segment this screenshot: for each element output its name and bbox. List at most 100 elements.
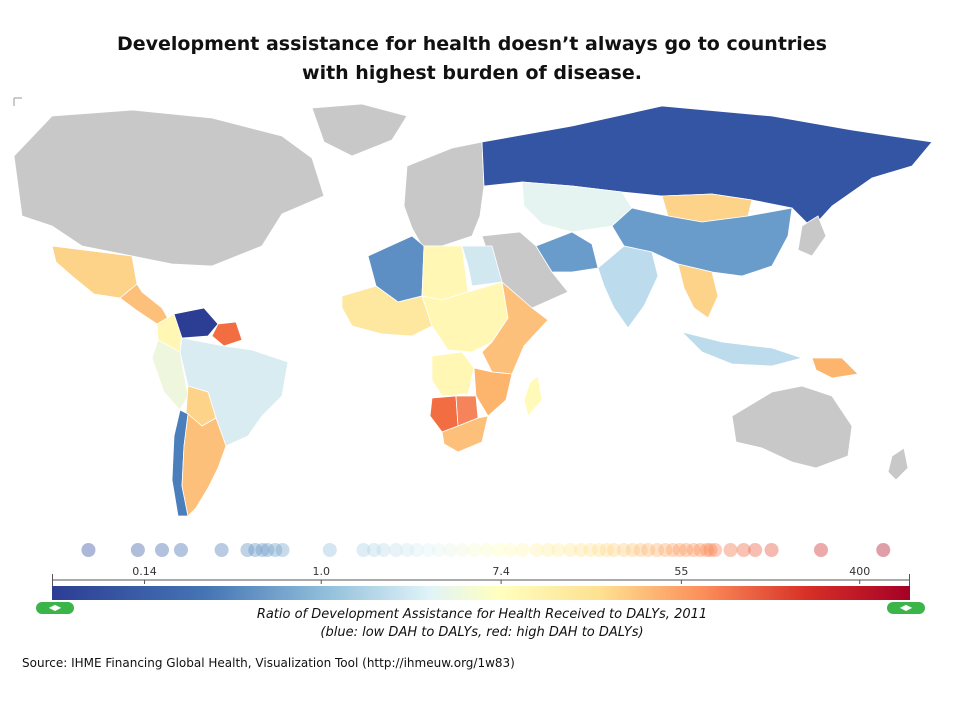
color-scale-legend: 0.14 1.0 7.4 55 400 xyxy=(52,560,912,600)
country-dot[interactable] xyxy=(268,543,283,557)
country-dot[interactable] xyxy=(599,543,614,557)
map-region-australia[interactable] xyxy=(731,385,853,469)
country-dot[interactable] xyxy=(260,543,275,557)
map-region-central-america[interactable] xyxy=(119,283,171,325)
country-dot[interactable] xyxy=(551,543,566,557)
map-region-west-africa[interactable] xyxy=(341,285,433,337)
country-dot[interactable] xyxy=(356,543,371,557)
country-dot[interactable] xyxy=(389,543,404,557)
country-dot-strip xyxy=(52,538,912,562)
country-dot[interactable] xyxy=(541,543,556,557)
country-dot[interactable] xyxy=(703,543,718,557)
map-region-china[interactable] xyxy=(611,207,793,277)
country-dot[interactable] xyxy=(625,543,640,557)
country-dot[interactable] xyxy=(130,543,145,557)
country-dot[interactable] xyxy=(736,543,751,557)
map-region-namibia[interactable] xyxy=(429,395,459,433)
country-dot[interactable] xyxy=(616,543,631,557)
map-region-argentina[interactable] xyxy=(181,413,227,517)
map-corner-mark xyxy=(13,97,22,106)
color-scale-svg: 0.14 1.0 7.4 55 400 xyxy=(52,565,910,600)
scale-tick-label: 7.4 xyxy=(492,565,510,578)
country-dot[interactable] xyxy=(607,543,622,557)
country-dot[interactable] xyxy=(764,543,779,557)
country-dot[interactable] xyxy=(708,543,723,557)
country-dot[interactable] xyxy=(583,543,598,557)
map-region-south-africa[interactable] xyxy=(441,415,489,453)
country-dot[interactable] xyxy=(641,543,656,557)
country-dot[interactable] xyxy=(491,543,506,557)
country-dot[interactable] xyxy=(679,543,694,557)
map-region-southeast-asia[interactable] xyxy=(677,263,719,319)
country-dot[interactable] xyxy=(650,543,665,557)
country-dot[interactable] xyxy=(633,543,648,557)
chart-title: Development assistance for health doesn’… xyxy=(0,30,944,88)
map-region-libya[interactable] xyxy=(421,245,469,301)
country-dot-strip-svg xyxy=(81,543,891,557)
country-dot[interactable] xyxy=(421,543,436,557)
country-dot[interactable] xyxy=(665,543,680,557)
country-dot[interactable] xyxy=(813,543,828,557)
map-region-india[interactable] xyxy=(597,245,659,329)
country-dot[interactable] xyxy=(275,543,290,557)
scale-ticks: 0.14 1.0 7.4 55 400 xyxy=(132,565,870,584)
country-dot[interactable] xyxy=(409,543,424,557)
world-map-svg xyxy=(13,97,933,517)
map-region-europe[interactable] xyxy=(403,141,485,247)
map-region-new-zealand[interactable] xyxy=(887,447,909,481)
country-dot[interactable] xyxy=(154,543,169,557)
range-handle-right[interactable]: ◀▶ xyxy=(887,602,925,614)
color-gradient-bar xyxy=(52,586,910,600)
country-dot[interactable] xyxy=(515,543,530,557)
source-note: Source: IHME Financing Global Health, Vi… xyxy=(22,656,515,670)
map-region-indonesia[interactable] xyxy=(680,331,804,367)
country-dot[interactable] xyxy=(693,543,708,557)
map-region-madagascar[interactable] xyxy=(523,375,543,417)
country-dot[interactable] xyxy=(529,543,544,557)
country-dot[interactable] xyxy=(467,543,482,557)
legend-caption-line-1: Ratio of Development Assistance for Heal… xyxy=(256,607,708,622)
country-dot[interactable] xyxy=(503,543,518,557)
country-dot[interactable] xyxy=(748,543,763,557)
map-region-mexico[interactable] xyxy=(51,245,138,299)
country-dot[interactable] xyxy=(876,543,891,557)
country-dot[interactable] xyxy=(322,543,337,557)
range-handle-left[interactable]: ◀▶ xyxy=(36,602,74,614)
map-region-angola[interactable] xyxy=(431,351,475,397)
country-dot[interactable] xyxy=(563,543,578,557)
country-dot[interactable] xyxy=(455,543,470,557)
legend-caption-line-2: (blue: low DAH to DALYs, red: high DAH t… xyxy=(320,625,644,640)
map-region-greenland[interactable] xyxy=(311,103,408,157)
scale-tick-label: 1.0 xyxy=(312,565,330,578)
country-dot[interactable] xyxy=(686,543,701,557)
country-dot[interactable] xyxy=(443,543,458,557)
map-region-venezuela[interactable] xyxy=(173,307,219,339)
map-region-north-america[interactable] xyxy=(13,109,325,267)
country-dot[interactable] xyxy=(255,543,270,557)
map-region-guyana[interactable] xyxy=(211,321,243,347)
chart-title-line-1: Development assistance for health doesn’… xyxy=(116,33,827,55)
country-dot[interactable] xyxy=(592,543,607,557)
country-dot[interactable] xyxy=(367,543,382,557)
map-region-mozambique[interactable] xyxy=(473,367,513,417)
scale-tick-label: 400 xyxy=(849,565,870,578)
map-region-egypt[interactable] xyxy=(461,245,503,287)
country-dot[interactable] xyxy=(81,543,96,557)
country-dot[interactable] xyxy=(672,543,687,557)
country-dot[interactable] xyxy=(699,543,714,557)
country-dot[interactable] xyxy=(723,543,738,557)
map-region-japan[interactable] xyxy=(797,215,827,257)
world-map xyxy=(12,96,936,526)
country-dot[interactable] xyxy=(173,543,188,557)
country-dot[interactable] xyxy=(658,543,673,557)
country-dot[interactable] xyxy=(400,543,415,557)
country-dot[interactable] xyxy=(574,543,589,557)
country-dot[interactable] xyxy=(214,543,229,557)
map-region-papua-new-guinea[interactable] xyxy=(811,357,859,379)
country-dot[interactable] xyxy=(479,543,494,557)
country-dot[interactable] xyxy=(376,543,391,557)
country-dot[interactable] xyxy=(240,543,255,557)
country-dot[interactable] xyxy=(431,543,446,557)
country-dot[interactable] xyxy=(248,543,263,557)
legend-caption: Ratio of Development Assistance for Heal… xyxy=(52,606,912,642)
